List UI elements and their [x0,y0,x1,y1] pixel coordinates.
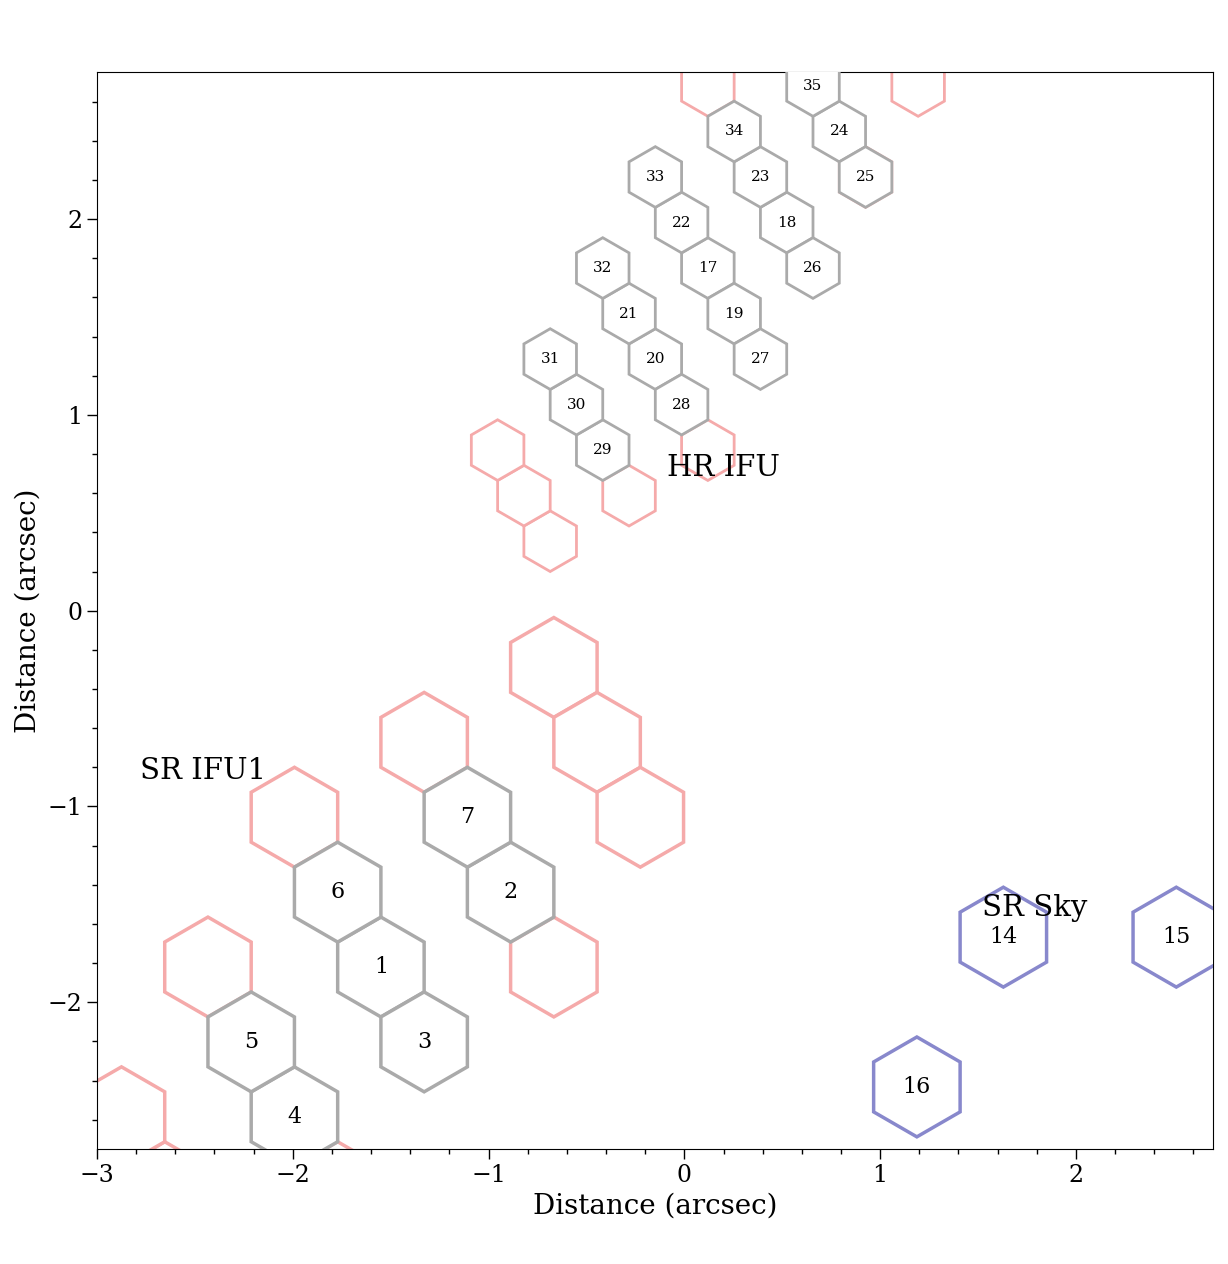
Polygon shape [208,992,295,1092]
Text: 32: 32 [593,262,613,276]
Polygon shape [338,918,424,1018]
Polygon shape [550,374,603,435]
Polygon shape [554,693,640,793]
Polygon shape [122,1141,208,1241]
Text: SR Sky: SR Sky [982,894,1087,923]
Polygon shape [629,329,682,389]
Polygon shape [813,101,866,162]
Polygon shape [79,1067,165,1167]
Polygon shape [734,329,787,389]
Text: 22: 22 [672,216,691,230]
Polygon shape [576,420,629,480]
Polygon shape [656,192,707,253]
Text: 24: 24 [830,124,849,139]
Text: 29: 29 [593,444,613,458]
Text: HR IFU: HR IFU [667,454,780,482]
Polygon shape [839,0,892,25]
Polygon shape [960,887,1046,987]
Polygon shape [787,56,839,116]
Polygon shape [839,147,892,207]
Polygon shape [787,238,839,298]
Polygon shape [760,192,813,253]
Text: 15: 15 [1162,927,1190,948]
Polygon shape [734,147,787,207]
Text: 25: 25 [856,169,876,185]
Polygon shape [629,147,682,207]
Polygon shape [576,238,629,298]
Polygon shape [682,56,734,116]
Polygon shape [252,1067,338,1167]
Polygon shape [295,1141,381,1241]
Text: 6: 6 [330,881,345,902]
Text: 34: 34 [725,124,744,139]
Text: 19: 19 [725,307,744,321]
Text: 17: 17 [699,262,717,276]
Text: SR IFU1: SR IFU1 [140,757,266,785]
Polygon shape [597,767,684,867]
Text: 1: 1 [373,956,388,978]
Polygon shape [511,618,597,718]
Text: 27: 27 [750,353,770,367]
Polygon shape [707,101,760,162]
Text: 31: 31 [540,353,560,367]
Polygon shape [603,283,656,344]
Text: 35: 35 [803,78,823,94]
Polygon shape [472,420,524,480]
Text: 7: 7 [460,806,474,828]
Polygon shape [682,238,734,298]
Text: 3: 3 [418,1031,431,1053]
Y-axis label: Distance (arcsec): Distance (arcsec) [15,488,42,733]
Polygon shape [873,1036,960,1136]
Text: 2: 2 [503,881,518,902]
Polygon shape [524,511,576,571]
Text: 33: 33 [646,169,664,185]
X-axis label: Distance (arcsec): Distance (arcsec) [533,1192,777,1220]
Polygon shape [295,842,381,942]
Text: 30: 30 [567,398,586,412]
Text: 21: 21 [619,307,639,321]
Text: 5: 5 [244,1031,258,1053]
Polygon shape [381,992,468,1092]
Text: 18: 18 [777,216,797,230]
Text: 26: 26 [803,262,823,276]
Polygon shape [1133,887,1219,987]
Text: 28: 28 [672,398,691,412]
Polygon shape [682,420,734,480]
Polygon shape [866,10,919,71]
Polygon shape [468,842,554,942]
Polygon shape [892,56,944,116]
Polygon shape [760,10,813,71]
Polygon shape [524,329,576,389]
Text: 4: 4 [287,1106,302,1127]
Polygon shape [424,767,511,867]
Polygon shape [252,767,338,867]
Text: 14: 14 [990,927,1018,948]
Polygon shape [381,693,468,793]
Polygon shape [707,283,760,344]
Polygon shape [165,918,252,1018]
Polygon shape [656,374,707,435]
Polygon shape [165,1217,252,1264]
Polygon shape [603,465,656,526]
Polygon shape [497,465,550,526]
Polygon shape [839,147,892,207]
Text: 16: 16 [903,1076,931,1098]
Polygon shape [511,918,597,1018]
Text: 20: 20 [646,353,666,367]
Text: 23: 23 [750,169,770,185]
